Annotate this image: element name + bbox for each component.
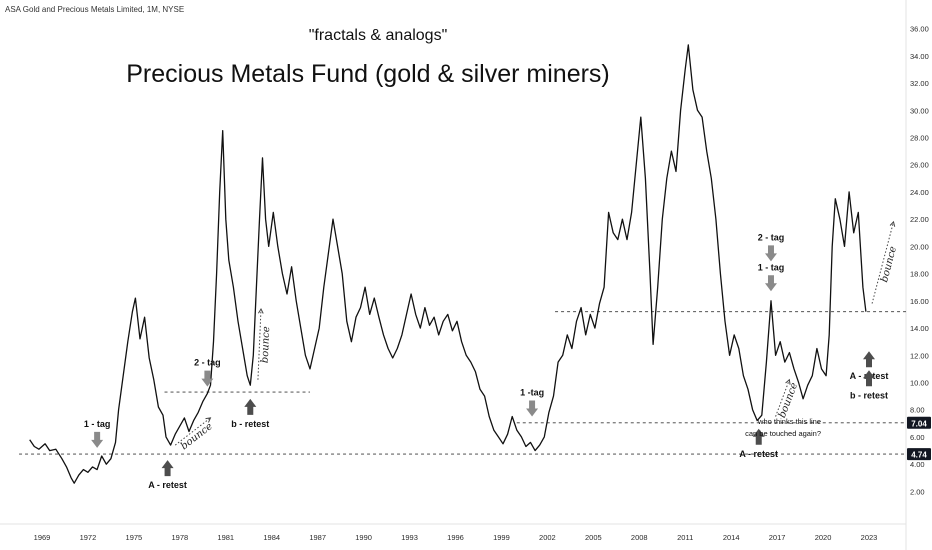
retest-label: A - retest <box>148 480 187 490</box>
time-tick-label: 2014 <box>723 533 740 542</box>
arrow-down-icon <box>526 400 539 417</box>
tag-label: 2 - tag <box>194 358 221 368</box>
bounce-dotted-line <box>257 308 262 380</box>
price-tick-label: 2.00 <box>910 487 925 496</box>
time-tick-label: 1972 <box>80 533 97 542</box>
price-tick-label: 26.00 <box>910 161 929 170</box>
arrow-up-icon <box>161 460 174 477</box>
price-tick-label: 24.00 <box>910 188 929 197</box>
bounce-arrowhead-icon <box>889 220 896 227</box>
price-tick-label: 6.00 <box>910 433 925 442</box>
bounce-label: bounce <box>260 326 273 363</box>
tag-label: 1 -tag <box>520 388 544 398</box>
note-line-1: who thinks this line <box>757 417 821 426</box>
price-level-badge <box>907 416 931 429</box>
price-level-badge-label: 7.04 <box>911 419 927 428</box>
retest-label: A - retest <box>739 449 778 459</box>
bounce-arrowhead-icon <box>257 307 264 314</box>
price-tick-label: 30.00 <box>910 106 929 115</box>
price-tick-label: 36.00 <box>910 25 929 34</box>
time-tick-label: 1984 <box>263 533 280 542</box>
price-level-badge <box>907 448 931 461</box>
price-axis[interactable]: 36.00 34.00 32.00 30.00 28.00 26.00 24.00 22.00… <box>910 25 929 497</box>
price-tick-label: 20.00 <box>910 242 929 251</box>
series-layer <box>29 44 867 484</box>
note-line-2: can be touched again? <box>745 429 821 438</box>
retest-label: b - retest <box>850 390 888 400</box>
price-tick-label: 10.00 <box>910 379 929 388</box>
time-tick-label: 2011 <box>677 533 693 542</box>
bounce-arrowhead-icon <box>205 417 212 423</box>
retest-label: b - retest <box>231 419 269 429</box>
price-tick-label: 4.00 <box>910 460 925 469</box>
price-tick-label: 14.00 <box>910 324 929 333</box>
arrow-down-icon <box>764 245 777 262</box>
time-tick-label: 2020 <box>815 533 832 542</box>
tag-label: 1 - tag <box>84 419 111 429</box>
price-level-badge-label: 4.74 <box>911 451 927 460</box>
bounce-dotted-line <box>871 221 894 304</box>
levels-layer: 4.74 7.04 <box>19 311 931 461</box>
price-tick-label: 18.00 <box>910 270 929 279</box>
bounce-dotted-line <box>174 417 211 446</box>
price-tick-label: 16.00 <box>910 297 929 306</box>
time-tick-label: 2002 <box>539 533 556 542</box>
price-tick-label: 8.00 <box>910 406 925 415</box>
price-tick-label: 12.00 <box>910 351 929 360</box>
arrow-down-icon <box>201 370 214 387</box>
arrow-down-icon <box>764 275 777 292</box>
arrow-up-icon <box>244 398 257 415</box>
time-tick-label: 2005 <box>585 533 602 542</box>
time-tick-label: 1987 <box>309 533 326 542</box>
time-tick-label: 1975 <box>126 533 143 542</box>
price-tick-label: 34.00 <box>910 52 929 61</box>
price-tick-label: 28.00 <box>910 134 929 143</box>
time-tick-label: 2017 <box>769 533 786 542</box>
time-axis[interactable]: 1969 1972 1975 1978 1981 1984 1987 1990 1993 1996… <box>34 533 878 542</box>
symbol-title: ASA Gold and Precious Metals Limited, 1M… <box>5 5 184 14</box>
time-tick-label: 1990 <box>355 533 372 542</box>
arrow-up-icon <box>863 351 875 368</box>
arrow-down-icon <box>91 431 104 448</box>
bounce-arrowhead-icon <box>785 378 791 385</box>
chart-subtitle: "fractals & analogs" <box>309 27 448 44</box>
arrow-up-icon <box>752 428 765 445</box>
time-tick-label: 1999 <box>493 533 510 542</box>
time-tick-label: 2023 <box>861 533 878 542</box>
price-tick-label: 32.00 <box>910 79 929 88</box>
time-tick-label: 1969 <box>34 533 51 542</box>
time-tick-label: 1978 <box>171 533 188 542</box>
time-tick-label: 2008 <box>631 533 648 542</box>
time-tick-label: 1993 <box>401 533 418 542</box>
time-tick-label: 1981 <box>217 533 234 542</box>
tag-label: 1 - tag <box>758 262 785 272</box>
chart-title: Precious Metals Fund (gold & silver mine… <box>126 60 610 88</box>
tag-label: 2 - tag <box>758 232 785 242</box>
price-tick-label: 22.00 <box>910 215 929 224</box>
bounce-dotted-line <box>775 379 790 417</box>
price-series-line <box>29 44 867 484</box>
arrow-up-icon <box>863 370 875 387</box>
time-tick-label: 1996 <box>447 533 464 542</box>
